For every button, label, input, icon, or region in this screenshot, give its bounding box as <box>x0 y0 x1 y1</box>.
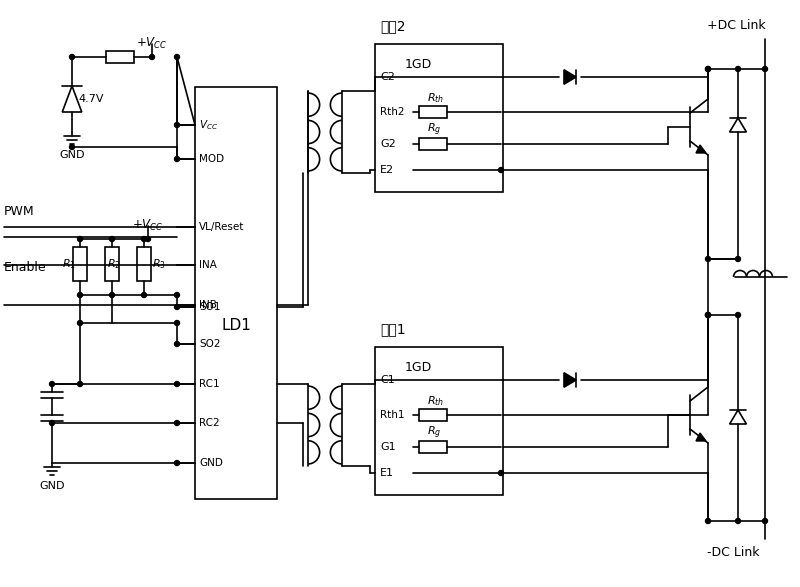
Circle shape <box>762 66 767 72</box>
Circle shape <box>762 518 767 524</box>
Text: GND: GND <box>39 481 65 491</box>
Circle shape <box>735 66 741 72</box>
Circle shape <box>706 257 710 261</box>
Text: E2: E2 <box>380 165 394 175</box>
Circle shape <box>174 460 179 465</box>
Text: C2: C2 <box>380 72 395 82</box>
Circle shape <box>174 305 179 309</box>
Circle shape <box>110 292 114 298</box>
Text: $R_1$: $R_1$ <box>62 257 76 271</box>
Text: G1: G1 <box>380 442 396 452</box>
Circle shape <box>78 321 82 326</box>
Text: VL/Reset: VL/Reset <box>199 222 244 232</box>
Circle shape <box>706 312 710 318</box>
Circle shape <box>174 55 179 59</box>
Text: RC2: RC2 <box>199 418 220 428</box>
Text: SO1: SO1 <box>199 302 221 312</box>
Text: SO2: SO2 <box>199 339 221 349</box>
Circle shape <box>174 342 179 346</box>
Text: $V_{CC}$: $V_{CC}$ <box>199 118 218 132</box>
Text: MOD: MOD <box>199 154 224 164</box>
Text: G2: G2 <box>380 139 396 149</box>
Text: $R_3$: $R_3$ <box>152 257 166 271</box>
Text: PWM: PWM <box>4 204 34 218</box>
Polygon shape <box>564 70 576 84</box>
Bar <box>73 247 87 281</box>
Text: $+V_{CC}$: $+V_{CC}$ <box>132 217 164 232</box>
Text: 4.7V: 4.7V <box>78 94 103 104</box>
Circle shape <box>142 237 146 241</box>
Text: -DC Link: -DC Link <box>707 546 759 559</box>
Circle shape <box>78 292 82 298</box>
Text: $R_g$: $R_g$ <box>427 122 442 138</box>
Circle shape <box>70 144 74 150</box>
Circle shape <box>150 55 154 59</box>
Text: GND: GND <box>59 150 85 160</box>
Text: 1GD: 1GD <box>405 58 432 70</box>
Text: E1: E1 <box>380 468 394 478</box>
Circle shape <box>174 123 179 127</box>
Circle shape <box>706 66 710 72</box>
Circle shape <box>498 167 503 173</box>
Bar <box>375 44 503 192</box>
Bar <box>419 409 447 421</box>
Circle shape <box>70 55 74 59</box>
Text: 1GD: 1GD <box>405 360 432 373</box>
Bar <box>106 51 134 63</box>
Circle shape <box>174 292 179 298</box>
Text: $R_{th}$: $R_{th}$ <box>427 91 444 105</box>
Circle shape <box>78 237 82 241</box>
Circle shape <box>174 321 179 326</box>
Text: Rth2: Rth2 <box>380 107 405 117</box>
Text: LD1: LD1 <box>221 319 251 333</box>
Text: 通道1: 通道1 <box>380 322 406 336</box>
Text: GND: GND <box>199 458 223 468</box>
Text: $+V_{CC}$: $+V_{CC}$ <box>136 35 168 50</box>
Text: INA: INA <box>199 260 217 270</box>
Text: $R_g$: $R_g$ <box>427 425 442 441</box>
Circle shape <box>735 312 741 318</box>
Circle shape <box>735 518 741 524</box>
Circle shape <box>146 237 150 241</box>
Bar <box>195 87 277 499</box>
Bar <box>137 247 151 281</box>
Circle shape <box>735 257 741 261</box>
Text: +DC Link: +DC Link <box>707 19 766 32</box>
Polygon shape <box>564 373 576 387</box>
Bar <box>375 347 503 495</box>
Text: 通道2: 通道2 <box>380 19 406 33</box>
Polygon shape <box>696 433 706 441</box>
Bar <box>419 106 447 118</box>
Circle shape <box>174 382 179 386</box>
Bar <box>419 138 447 150</box>
Text: $R_2$: $R_2$ <box>107 257 121 271</box>
Circle shape <box>174 420 179 426</box>
Bar <box>419 441 447 453</box>
Circle shape <box>498 471 503 475</box>
Bar <box>105 247 119 281</box>
Circle shape <box>78 382 82 386</box>
Circle shape <box>110 237 114 241</box>
Circle shape <box>706 518 710 524</box>
Circle shape <box>706 312 710 318</box>
Circle shape <box>50 420 54 426</box>
Circle shape <box>50 382 54 386</box>
Text: RC1: RC1 <box>199 379 220 389</box>
Circle shape <box>174 157 179 161</box>
Circle shape <box>142 292 146 298</box>
Text: Enable: Enable <box>4 261 46 274</box>
Circle shape <box>706 312 710 318</box>
Polygon shape <box>696 145 706 153</box>
Text: INB: INB <box>199 300 217 310</box>
Text: C1: C1 <box>380 375 394 385</box>
Text: $R_{th}$: $R_{th}$ <box>427 394 444 408</box>
Circle shape <box>706 66 710 72</box>
Text: Rth1: Rth1 <box>380 410 405 420</box>
